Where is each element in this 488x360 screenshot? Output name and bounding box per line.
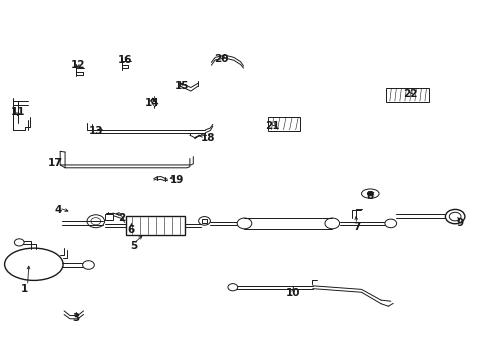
Text: 1: 1 [20,284,28,294]
Circle shape [87,215,104,228]
Text: 7: 7 [352,222,360,231]
Text: 8: 8 [366,191,373,201]
Text: 9: 9 [455,218,463,228]
Circle shape [384,219,396,228]
Text: 20: 20 [213,54,228,64]
Text: 21: 21 [265,121,280,131]
Circle shape [198,217,210,225]
Bar [202,219,206,223]
Text: 12: 12 [70,60,85,70]
Circle shape [325,218,339,229]
Text: 3: 3 [73,313,80,323]
Text: 18: 18 [200,133,215,143]
Text: 6: 6 [127,225,135,235]
Text: 2: 2 [118,213,125,222]
Text: 15: 15 [175,81,189,91]
Ellipse shape [361,189,378,198]
Text: 19: 19 [170,175,184,185]
Circle shape [227,284,237,291]
Circle shape [448,212,460,221]
Bar [105,215,113,220]
Circle shape [82,261,94,269]
Text: 5: 5 [129,241,137,251]
Text: 17: 17 [48,158,62,168]
Text: 10: 10 [285,288,300,298]
Bar [385,88,428,102]
Bar [126,216,184,234]
Text: 16: 16 [118,55,132,65]
Bar [267,117,299,131]
Circle shape [366,192,372,196]
Text: 13: 13 [88,126,103,135]
Circle shape [14,239,24,246]
Text: 14: 14 [144,98,159,108]
Text: 11: 11 [10,107,25,117]
Circle shape [237,218,251,229]
Circle shape [91,218,101,225]
Circle shape [445,210,464,224]
Ellipse shape [4,248,63,280]
Text: 4: 4 [55,206,62,216]
Text: 22: 22 [402,89,417,99]
